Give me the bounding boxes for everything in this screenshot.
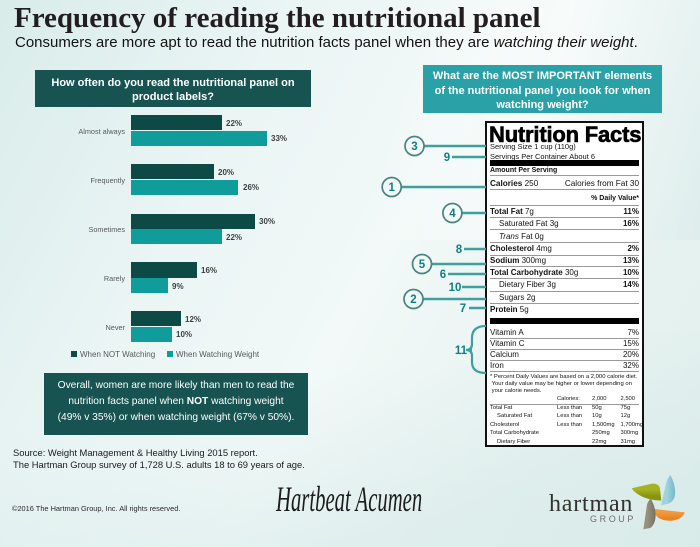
svg-text:2: 2	[410, 294, 416, 306]
svg-text:10: 10	[449, 282, 462, 294]
svg-text:9: 9	[444, 152, 450, 164]
svg-text:7: 7	[460, 303, 466, 315]
svg-text:6: 6	[440, 269, 446, 281]
svg-text:11: 11	[455, 345, 468, 357]
svg-text:3: 3	[411, 141, 417, 153]
svg-text:8: 8	[456, 244, 463, 256]
svg-text:5: 5	[419, 259, 426, 271]
svg-text:4: 4	[449, 208, 456, 220]
svg-text:1: 1	[388, 182, 395, 194]
